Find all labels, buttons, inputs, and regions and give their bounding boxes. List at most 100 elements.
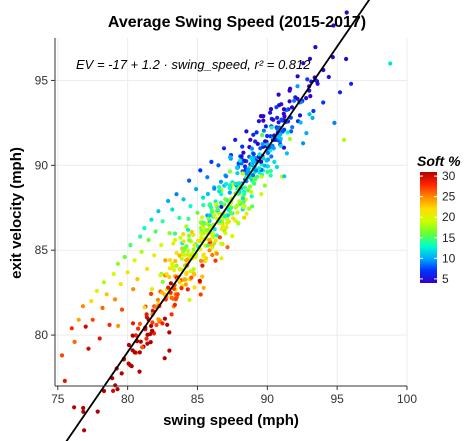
data-point [297,113,303,118]
data-point [191,247,196,252]
data-point [185,227,191,232]
data-point [160,321,165,326]
data-point [209,159,214,164]
data-point [248,137,253,142]
data-point [152,253,157,258]
data-point [261,114,266,119]
data-point [304,131,309,136]
data-point [198,292,203,297]
data-point [172,302,177,307]
data-point [148,340,153,345]
data-point [213,238,218,243]
data-point [281,145,287,150]
data-point [265,133,270,139]
data-point [189,275,194,280]
data-point [249,146,254,151]
data-point [249,162,254,167]
data-point [237,181,242,186]
data-point [241,199,246,204]
data-point [104,292,109,297]
data-point [97,336,102,341]
data-point [148,332,153,337]
data-point [235,210,240,215]
data-point [204,256,209,261]
legend-tick-label: 15 [442,231,456,245]
data-point [205,191,210,197]
data-point [137,369,142,374]
data-point [227,169,232,174]
data-point [240,196,245,201]
data-point [153,229,158,234]
data-point [150,328,155,333]
data-point [215,207,220,212]
data-point [201,285,206,290]
data-point [182,253,187,258]
data-point [132,258,137,263]
data-point [196,238,201,243]
data-point [155,297,161,302]
data-point [189,229,194,234]
data-point [242,192,247,197]
data-point [186,233,192,238]
data-point [169,312,174,317]
data-point [289,105,295,110]
data-point [217,185,222,190]
x-tick-label: 90 [261,392,275,406]
data-point [167,330,172,335]
data-point [200,263,205,268]
data-point [228,155,233,160]
data-point [216,163,221,168]
legend-tick-label: 5 [442,272,449,286]
x-tick-label: 75 [51,392,65,406]
data-point [210,231,215,236]
data-point [223,197,228,202]
data-point [217,235,222,240]
data-point [228,211,234,216]
data-point [165,322,170,327]
data-point [195,210,200,215]
data-point [227,190,232,195]
data-point [344,56,349,62]
data-point [160,290,165,295]
data-point [76,317,81,322]
data-point [198,168,203,173]
data-point [268,107,274,112]
data-point [154,322,159,328]
data-point [250,204,255,209]
data-point [188,269,193,274]
data-points [59,10,393,433]
data-point [62,378,67,383]
data-point [388,61,393,66]
data-point [163,258,168,263]
data-point [261,118,266,123]
data-point [249,194,254,199]
data-point [207,213,212,218]
data-point [244,129,249,134]
data-point [166,198,171,204]
data-point [295,84,300,89]
data-point [246,188,251,193]
data-point [132,350,137,355]
data-point [219,241,224,246]
data-point [210,252,215,258]
data-point [221,146,227,151]
data-point [201,252,206,257]
data-point [186,216,191,221]
data-point [175,292,180,297]
x-tick-label: 80 [121,392,135,406]
data-point [256,119,261,124]
data-point [218,200,223,205]
data-point [187,297,192,302]
data-point [253,177,258,182]
color-legend: Soft % 5 10 15 20 25 30 [417,153,461,286]
data-point [181,248,186,253]
data-point [301,141,306,146]
data-point [342,137,347,142]
data-point [130,321,136,326]
data-point [209,245,214,250]
y-tick-label: 85 [35,243,49,257]
data-point [181,277,187,282]
data-point [230,234,235,239]
regression-line [65,0,371,441]
